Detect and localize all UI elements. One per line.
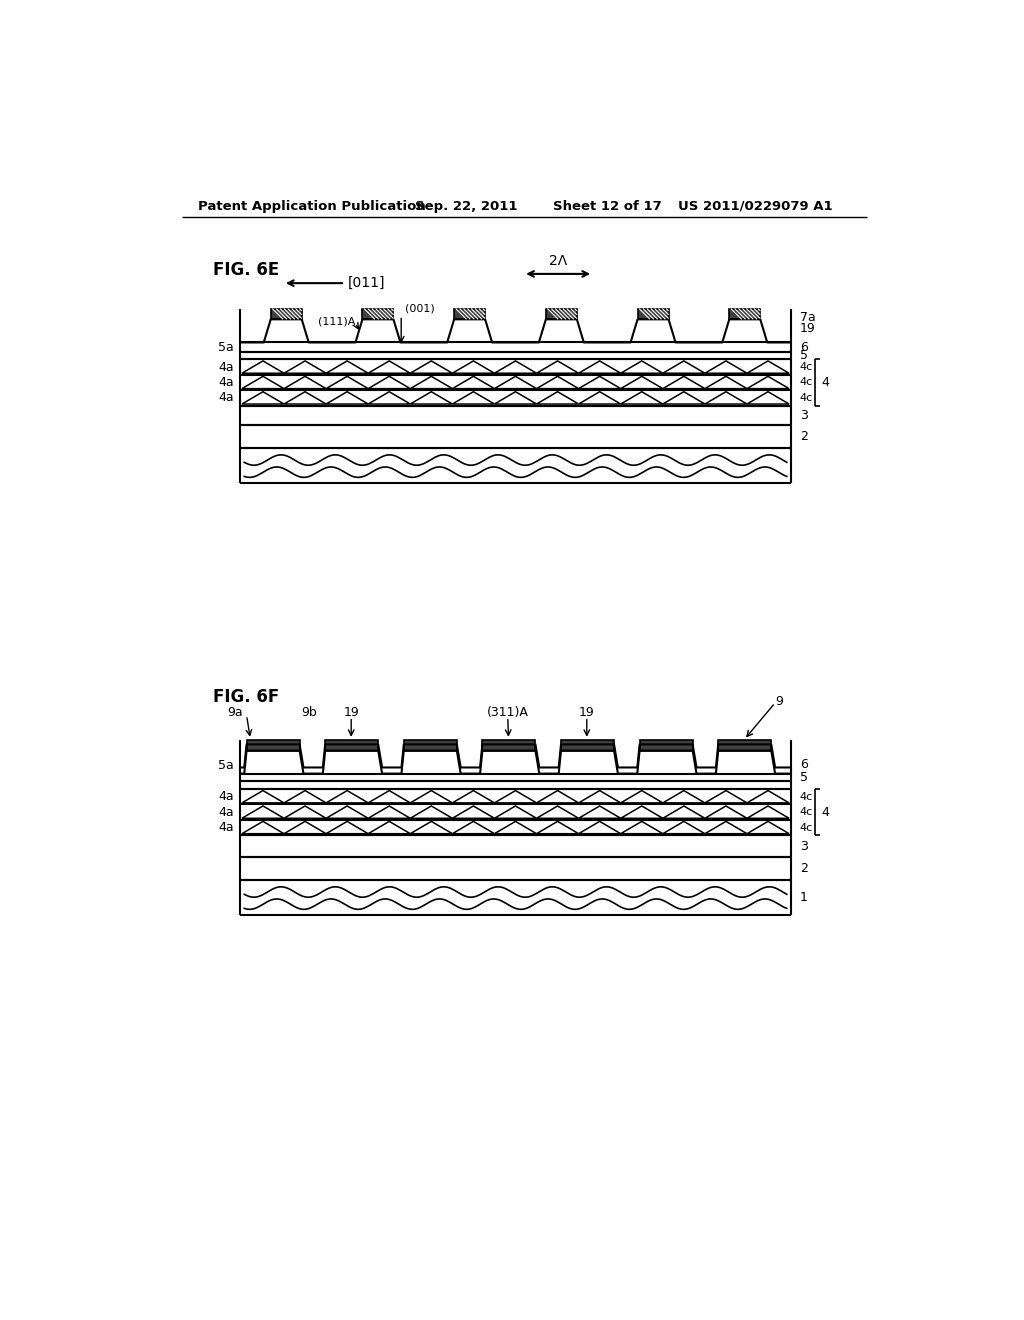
Text: 9a: 9a <box>227 706 243 719</box>
Text: 4a: 4a <box>218 391 234 404</box>
Text: [011]: [011] <box>348 276 386 290</box>
Text: 3: 3 <box>800 840 808 853</box>
Text: Patent Application Publication: Patent Application Publication <box>198 199 426 213</box>
Text: 19: 19 <box>343 706 359 719</box>
Text: 4c: 4c <box>800 822 813 833</box>
Text: 5a: 5a <box>218 341 234 354</box>
Text: 4a: 4a <box>218 821 234 834</box>
Text: 4c: 4c <box>800 792 813 801</box>
Text: 7a: 7a <box>800 312 816 323</box>
Text: 19: 19 <box>579 706 595 719</box>
Text: 3: 3 <box>800 409 808 421</box>
Text: Sep. 22, 2011: Sep. 22, 2011 <box>415 199 517 213</box>
Text: 4: 4 <box>821 805 829 818</box>
Text: 1: 1 <box>800 891 808 904</box>
Text: 4a: 4a <box>218 360 234 374</box>
Text: 5: 5 <box>800 348 808 362</box>
Polygon shape <box>640 739 692 751</box>
Text: 4: 4 <box>821 376 829 389</box>
Text: 4a: 4a <box>218 376 234 389</box>
Polygon shape <box>455 309 485 319</box>
Polygon shape <box>482 739 536 751</box>
Text: 4a: 4a <box>218 791 234 804</box>
Polygon shape <box>729 309 760 319</box>
Text: 5a: 5a <box>218 759 234 772</box>
Polygon shape <box>270 309 302 319</box>
Polygon shape <box>362 309 393 319</box>
Text: 5: 5 <box>800 771 808 784</box>
Text: 4c: 4c <box>800 362 813 372</box>
Text: Sheet 12 of 17: Sheet 12 of 17 <box>553 199 662 213</box>
Polygon shape <box>247 739 300 751</box>
Polygon shape <box>326 739 378 751</box>
Polygon shape <box>403 739 457 751</box>
Text: 9b: 9b <box>301 706 316 719</box>
Text: 9: 9 <box>775 694 783 708</box>
Text: 6: 6 <box>800 758 808 771</box>
Text: 6: 6 <box>800 341 808 354</box>
Text: 2: 2 <box>800 430 808 444</box>
Text: 4c: 4c <box>800 378 813 388</box>
Polygon shape <box>546 309 577 319</box>
Text: 2: 2 <box>800 862 808 875</box>
Text: FIG. 6F: FIG. 6F <box>213 689 280 706</box>
Text: 4a: 4a <box>218 805 234 818</box>
Polygon shape <box>561 739 614 751</box>
Text: 19: 19 <box>800 322 816 335</box>
Text: 2Λ: 2Λ <box>549 253 567 268</box>
Text: 4c: 4c <box>800 807 813 817</box>
Polygon shape <box>718 739 771 751</box>
Text: (111)A: (111)A <box>317 317 355 326</box>
Text: (311)A: (311)A <box>486 706 528 719</box>
Text: 4c: 4c <box>800 393 813 403</box>
Text: FIG. 6E: FIG. 6E <box>213 261 280 279</box>
Text: US 2011/0229079 A1: US 2011/0229079 A1 <box>678 199 833 213</box>
Polygon shape <box>638 309 669 319</box>
Text: (001): (001) <box>406 304 435 313</box>
